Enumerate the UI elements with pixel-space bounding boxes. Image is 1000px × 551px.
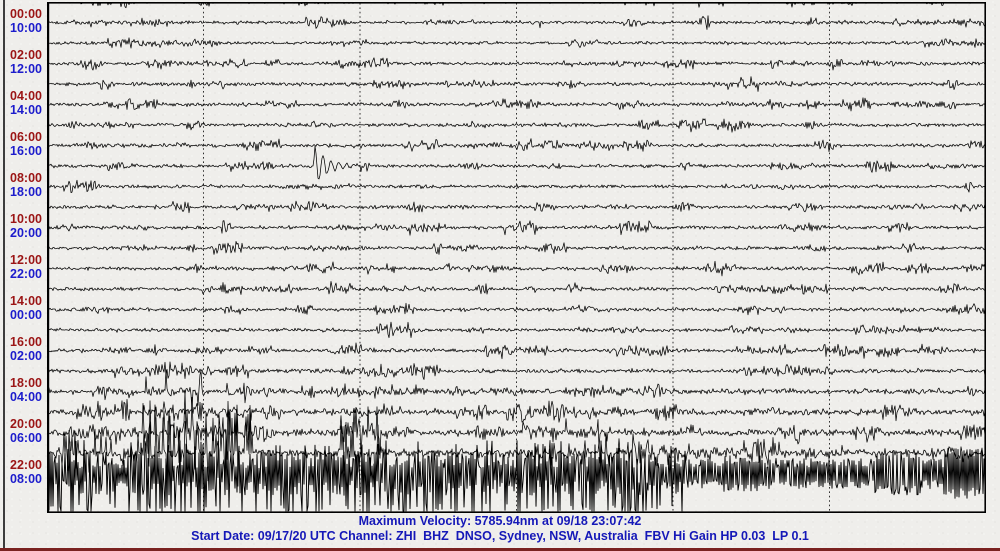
helicorder-plot[interactable] (47, 2, 986, 513)
window-left-edge (3, 0, 5, 551)
trace-time-label-pair: 10:00 20:00 (10, 212, 46, 240)
seismic-trace[interactable] (47, 179, 986, 193)
seismic-trace[interactable] (47, 260, 986, 277)
local-time-label: 08:00 (10, 471, 42, 486)
trace-time-label-pair: 06:00 16:00 (10, 130, 46, 158)
seismic-trace[interactable] (47, 361, 986, 380)
utc-time-label: 16:00 (10, 335, 42, 349)
utc-time-label: 00:00 (10, 7, 42, 21)
local-time-label: 14:00 (10, 102, 42, 117)
trace-time-label-pair: 16:00 02:00 (10, 335, 46, 363)
seismic-trace[interactable] (47, 440, 986, 512)
seismic-trace[interactable] (47, 200, 986, 214)
utc-time-label: 14:00 (10, 294, 42, 308)
seismic-trace[interactable] (47, 281, 986, 295)
local-time-label: 10:00 (10, 20, 42, 35)
seismic-trace[interactable] (47, 321, 986, 339)
trace-time-label-pair: 08:00 18:00 (10, 171, 46, 199)
seismic-trace[interactable] (47, 97, 986, 112)
seismic-trace[interactable] (47, 138, 986, 153)
utc-time-label: 22:00 (10, 458, 42, 472)
seismic-trace[interactable] (47, 76, 986, 92)
seismogram-svg (47, 2, 986, 513)
seismic-trace[interactable] (47, 57, 986, 71)
local-time-label: 02:00 (10, 348, 42, 363)
utc-time-label: 08:00 (10, 171, 42, 185)
trace-time-label-pair: 04:00 14:00 (10, 89, 46, 117)
local-time-label: 04:00 (10, 389, 42, 404)
trace-time-label-pair: 12:00 22:00 (10, 253, 46, 281)
local-time-label: 12:00 (10, 61, 42, 76)
utc-time-label: 18:00 (10, 376, 42, 390)
utc-time-label: 02:00 (10, 48, 42, 62)
gridlines-group (203, 3, 830, 512)
seismic-trace[interactable] (47, 241, 986, 255)
seismic-trace[interactable] (47, 342, 986, 360)
seismic-trace[interactable] (47, 37, 986, 49)
seismic-trace[interactable] (47, 390, 986, 470)
utc-time-label: 10:00 (10, 212, 42, 226)
traces-group (47, 2, 986, 512)
local-time-label: 16:00 (10, 143, 42, 158)
seismic-trace[interactable] (47, 15, 986, 30)
seismic-trace[interactable] (47, 145, 986, 180)
local-time-label: 00:00 (10, 307, 42, 322)
local-time-label: 18:00 (10, 184, 42, 199)
max-velocity-text: Maximum Velocity: 5785.94nm at 09/18 23:… (358, 514, 642, 528)
trace-time-label-pair: 18:00 04:00 (10, 376, 46, 404)
local-time-label: 06:00 (10, 430, 42, 445)
seismic-trace[interactable] (47, 369, 986, 411)
window-bottom-edge (0, 548, 1000, 551)
local-time-label: 22:00 (10, 266, 42, 281)
utc-time-label: 12:00 (10, 253, 42, 267)
start-date-text: Start Date: 09/17/20 UTC Channel: ZHI BH… (191, 529, 809, 543)
seismic-trace[interactable] (47, 302, 986, 316)
trace-time-label-pair: 22:00 08:00 (10, 458, 46, 486)
seismic-trace[interactable] (47, 220, 986, 236)
trace-time-label-pair: 02:00 12:00 (10, 48, 46, 76)
utc-time-label: 20:00 (10, 417, 42, 431)
seismic-trace[interactable] (47, 118, 986, 133)
local-time-label: 20:00 (10, 225, 42, 240)
trace-time-label-pair: 14:00 00:00 (10, 294, 46, 322)
seismic-trace[interactable] (47, 399, 986, 423)
utc-time-label: 04:00 (10, 89, 42, 103)
plot-border (47, 2, 986, 513)
trace-time-label-pair: 20:00 06:00 (10, 417, 46, 445)
trace-time-label-pair: 00:00 10:00 (10, 7, 46, 35)
utc-time-label: 06:00 (10, 130, 42, 144)
